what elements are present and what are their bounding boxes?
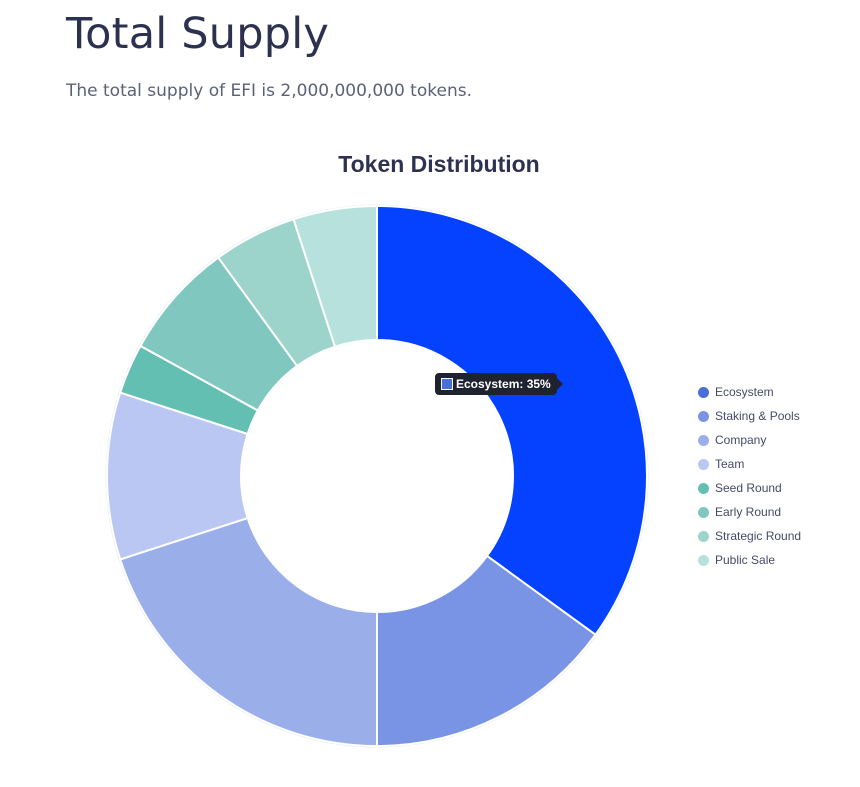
legend-label: Early Round	[715, 505, 782, 519]
legend-label: Staking & Pools	[715, 409, 800, 423]
slice-public-sale[interactable]	[292, 204, 378, 348]
legend-dot	[698, 530, 709, 542]
legend-item-strategic-round[interactable]: Strategic Round	[698, 524, 801, 548]
legend-item-seed-round[interactable]: Seed Round	[698, 476, 801, 500]
legend-dot	[698, 458, 709, 470]
legend-dot	[698, 554, 709, 566]
page-title: Total Supply	[66, 9, 330, 59]
legend-label: Ecosystem	[715, 385, 774, 399]
legend-item-ecosystem[interactable]: Ecosystem	[698, 380, 801, 404]
chart-tooltip: Ecosystem: 35%	[435, 373, 563, 395]
legend-dot	[698, 434, 709, 446]
tooltip-label: Ecosystem: 35%	[456, 377, 551, 391]
legend-item-early-round[interactable]: Early Round	[698, 500, 801, 524]
legend-label: Team	[715, 457, 745, 471]
slice-staking-pools[interactable]	[376, 554, 597, 748]
tooltip-swatch	[441, 378, 453, 390]
slice-ecosystem[interactable]	[376, 204, 648, 637]
legend-label: Seed Round	[715, 481, 782, 495]
legend-item-staking-pools[interactable]: Staking & Pools	[698, 404, 801, 428]
legend-dot	[698, 410, 709, 422]
legend-label: Public Sale	[715, 553, 776, 567]
legend-item-company[interactable]: Company	[698, 428, 801, 452]
chart-title: Token Distribution	[338, 151, 540, 177]
legend-item-public-sale[interactable]: Public Sale	[698, 548, 801, 572]
legend-dot	[698, 386, 709, 398]
slice-company[interactable]	[118, 516, 378, 748]
legend-label: Company	[715, 433, 767, 447]
legend-dot	[698, 482, 709, 494]
chart-legend: Ecosystem Staking & Pools Company Team Seed …	[698, 380, 801, 572]
legend-label: Strategic Round	[715, 529, 802, 543]
page-subtitle: The total supply of EFI is 2,000,000,000…	[66, 81, 472, 101]
legend-dot	[698, 506, 709, 518]
legend-item-team[interactable]: Team	[698, 452, 801, 476]
